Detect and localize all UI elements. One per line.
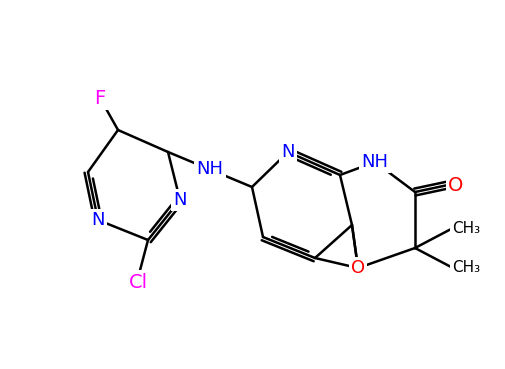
Text: NH: NH: [362, 153, 388, 171]
Text: F: F: [94, 89, 106, 107]
Text: N: N: [173, 191, 187, 209]
Text: CH₃: CH₃: [452, 261, 480, 276]
Text: N: N: [91, 211, 105, 229]
Text: N: N: [281, 143, 295, 161]
Text: O: O: [351, 259, 365, 277]
Text: O: O: [448, 176, 464, 194]
Text: Cl: Cl: [128, 272, 147, 292]
Text: NH: NH: [196, 160, 224, 178]
Text: CH₃: CH₃: [452, 221, 480, 235]
